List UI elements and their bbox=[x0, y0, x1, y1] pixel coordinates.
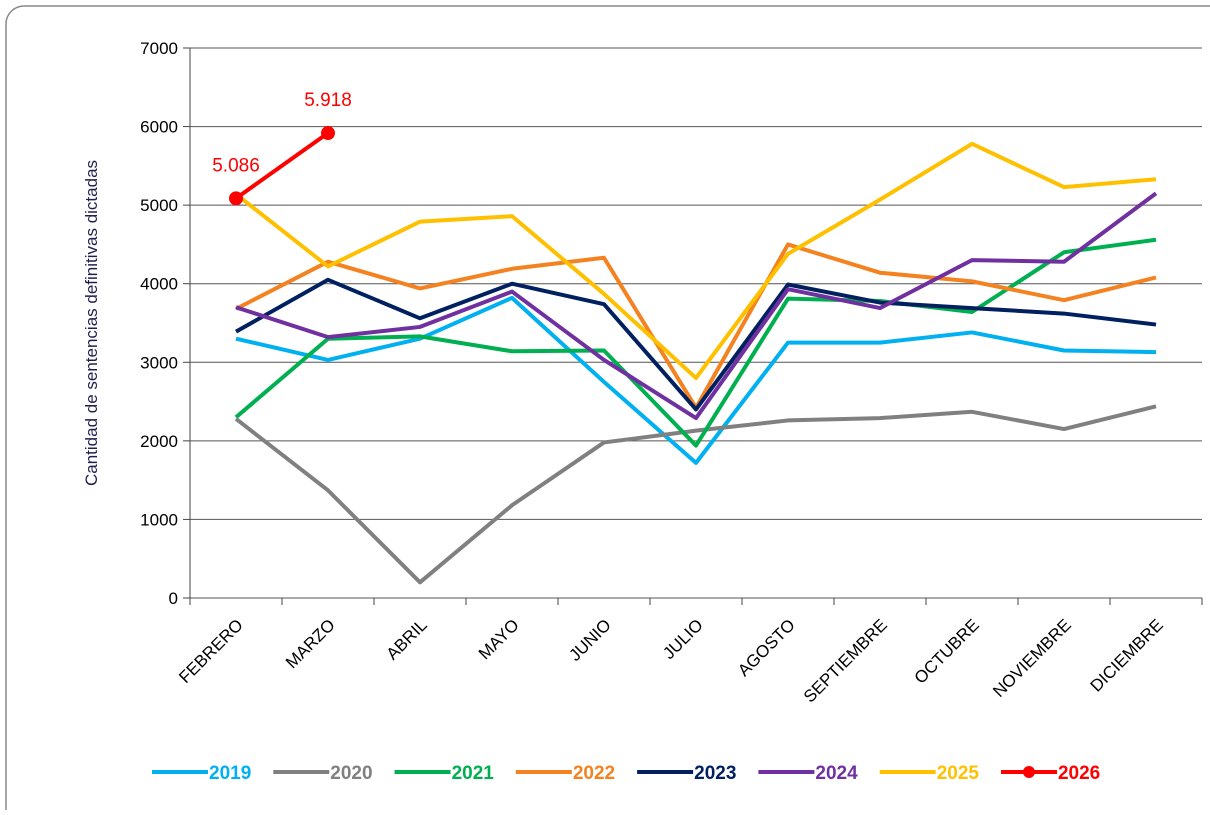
y-tick-label: 1000 bbox=[140, 510, 178, 529]
series-line bbox=[234, 131, 330, 201]
y-tick-label: 0 bbox=[169, 589, 178, 608]
chart-frame bbox=[5, 5, 1210, 815]
series-line bbox=[235, 277, 1157, 412]
data-label: 5.918 bbox=[304, 90, 352, 111]
series-line bbox=[234, 141, 1157, 380]
x-tick-label: JULIO bbox=[659, 615, 707, 663]
legend-label: 2020 bbox=[330, 763, 372, 784]
y-tick-label: 3000 bbox=[140, 353, 178, 372]
x-tick-label: MAYO bbox=[475, 615, 523, 663]
legend-label: 2025 bbox=[937, 763, 980, 784]
series-line bbox=[235, 242, 1157, 410]
x-tick-label: MARZO bbox=[282, 615, 339, 672]
legend-label: 2022 bbox=[573, 763, 615, 784]
y-tick-label: 5000 bbox=[140, 196, 178, 215]
series-line bbox=[235, 295, 1157, 465]
legend-marker bbox=[1022, 766, 1035, 778]
y-tick-label: 7000 bbox=[140, 39, 178, 58]
x-tick-label: FEBRERO bbox=[175, 615, 247, 687]
y-tick-label: 6000 bbox=[140, 118, 178, 137]
y-axis-label: Cantidad de sentencias definitivas dicta… bbox=[82, 160, 101, 486]
x-tick-label: SEPTIEMBRE bbox=[800, 615, 891, 706]
series-line bbox=[234, 237, 1157, 448]
data-label: 5.086 bbox=[212, 155, 260, 176]
point-marker bbox=[321, 126, 335, 141]
point-marker bbox=[229, 191, 243, 206]
y-tick-label: 2000 bbox=[140, 432, 178, 451]
legend-label: 2021 bbox=[452, 763, 495, 784]
x-tick-label: JUNIO bbox=[565, 615, 614, 664]
x-tick-label: ABRIL bbox=[383, 615, 431, 663]
legend-label: 2023 bbox=[694, 763, 736, 784]
series-line bbox=[234, 404, 1157, 585]
x-tick-label: OCTUBRE bbox=[911, 615, 983, 687]
x-tick-label: NOVIEMBRE bbox=[989, 615, 1075, 701]
x-tick-label: AGOSTO bbox=[734, 615, 799, 680]
series-line bbox=[235, 191, 1158, 421]
legend-label: 2024 bbox=[815, 763, 858, 784]
legend-label: 2019 bbox=[209, 763, 251, 784]
x-tick-label: DICIEMBRE bbox=[1087, 615, 1167, 695]
y-tick-label: 4000 bbox=[140, 275, 178, 294]
legend-label: 2026 bbox=[1058, 763, 1100, 784]
